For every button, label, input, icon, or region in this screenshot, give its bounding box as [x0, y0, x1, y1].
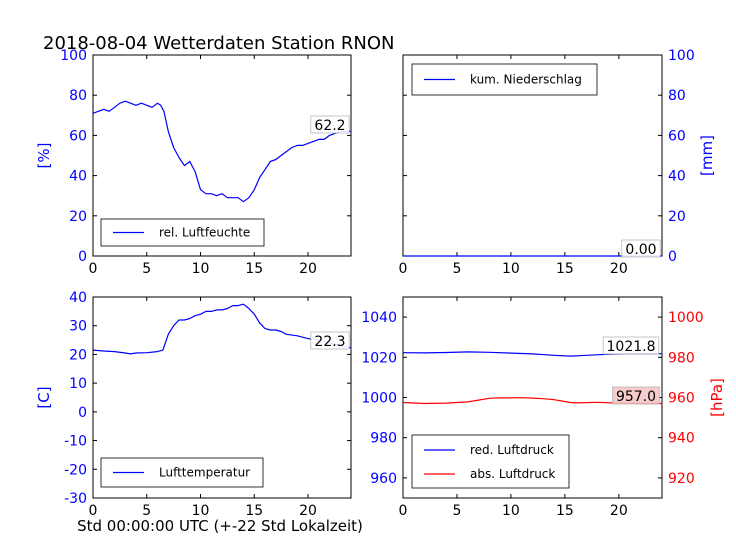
value-label-box [602, 336, 660, 355]
panel-precip: 0 5 10 15 20 0 20 40 60 80 100 [mm] 0.00 kum. Nieders… [399, 48, 716, 277]
y-right-tick-label: 980 [668, 350, 695, 366]
value-label: 0.00 [625, 242, 656, 258]
y-tick-label: 100 [668, 48, 695, 64]
x-tick-label: 15 [556, 261, 574, 277]
y-right-tick-label: 940 [668, 431, 695, 447]
value-label-box [310, 115, 350, 134]
value-label: 62.2 [314, 118, 345, 134]
legend-label: abs. Luftdruck [470, 467, 555, 481]
x-tick-label: 5 [452, 261, 461, 277]
x-tick-label: 5 [142, 261, 151, 277]
x-tick-label: 15 [245, 503, 263, 519]
panel-humidity: 0 5 10 15 20 0 20 40 60 80 100 [%] 62.2 rel. Luftfeuc… [35, 48, 352, 277]
x-tick-label: 5 [452, 503, 461, 519]
y-tick-label: 100 [60, 48, 87, 64]
x-axis-label: Std 00:00:00 UTC (+-22 Std Lokalzeit) [77, 517, 363, 535]
y-tick-label: 40 [69, 290, 87, 306]
x-tick-label: 10 [502, 261, 520, 277]
y-tick-label: 1000 [361, 391, 397, 407]
x-tick-label: 20 [610, 261, 628, 277]
legend-label: Lufttemperatur [159, 466, 250, 480]
y-axis-label: [%] [35, 143, 53, 169]
x-tick-label: 15 [556, 503, 574, 519]
legend-label: rel. Luftfeuchte [159, 226, 250, 240]
series-line-1 [402, 397, 662, 405]
panel-pressure: 0 5 10 15 20 960 980 1000 1020 1040 920 940 960 980 10… [361, 296, 726, 519]
y-tick-label: 80 [69, 88, 87, 104]
y-tick-label: 80 [668, 88, 686, 104]
legend-label: red. Luftdruck [470, 443, 554, 457]
y-tick-label: 1040 [361, 310, 397, 326]
panel-temperature: 0 5 10 15 20 -30 -20 -10 0 10 20 30 40 [C] 22.3 Lufttem… [35, 290, 352, 519]
y-right-tick-label: 960 [668, 391, 695, 407]
figure-title: 2018-08-04 Wetterdaten Station RNON [43, 33, 394, 54]
y-tick-label: -10 [64, 434, 87, 450]
y-tick-label: 20 [69, 209, 87, 225]
plot-frame [92, 296, 352, 499]
y-tick-label: 40 [69, 169, 87, 185]
value-label: 1021.8 [607, 339, 656, 355]
y-right-tick-label: 1000 [668, 310, 704, 326]
y-tick-label: -20 [64, 462, 87, 478]
value-label-box [612, 386, 660, 405]
x-tick-label: 10 [502, 503, 520, 519]
x-tick-label: 0 [89, 261, 98, 277]
y-axis-label: [mm] [698, 135, 716, 176]
y-tick-label: 960 [370, 471, 397, 487]
value-label: 957.0 [616, 389, 656, 405]
legend-box [411, 434, 570, 489]
y-tick-label: 0 [668, 249, 677, 265]
value-label: 22.3 [314, 334, 345, 350]
y-right-tick-label: 920 [668, 471, 695, 487]
y-tick-label: 40 [668, 169, 686, 185]
y-right-axis-label: [hPa] [708, 378, 726, 417]
x-tick-label: 20 [610, 503, 628, 519]
x-tick-label: 10 [192, 261, 210, 277]
series-line-0 [92, 100, 351, 203]
x-tick-label: 10 [192, 503, 210, 519]
y-tick-label: 20 [668, 209, 686, 225]
plot-frame [92, 54, 352, 257]
y-tick-label: 60 [668, 128, 686, 144]
x-tick-label: 0 [89, 503, 98, 519]
y-tick-label: 1020 [361, 350, 397, 366]
x-tick-label: 15 [245, 261, 263, 277]
y-tick-label: 0 [78, 249, 87, 265]
x-tick-label: 20 [299, 261, 317, 277]
y-tick-label: 0 [78, 405, 87, 421]
y-tick-label: -30 [64, 491, 87, 507]
x-tick-label: 5 [142, 503, 151, 519]
y-tick-label: 10 [69, 376, 87, 392]
y-axis-label: [C] [35, 386, 53, 408]
y-tick-label: 980 [370, 431, 397, 447]
legend-label: kum. Niederschlag [470, 73, 582, 87]
value-label-box [310, 331, 350, 350]
y-tick-label: 30 [69, 319, 87, 335]
y-tick-label: 60 [69, 128, 87, 144]
y-tick-label: 20 [69, 347, 87, 363]
series-line-0 [92, 303, 352, 355]
x-tick-label: 20 [299, 503, 317, 519]
value-label-box [621, 239, 661, 258]
x-tick-label: 0 [399, 261, 408, 277]
x-tick-label: 0 [399, 503, 408, 519]
